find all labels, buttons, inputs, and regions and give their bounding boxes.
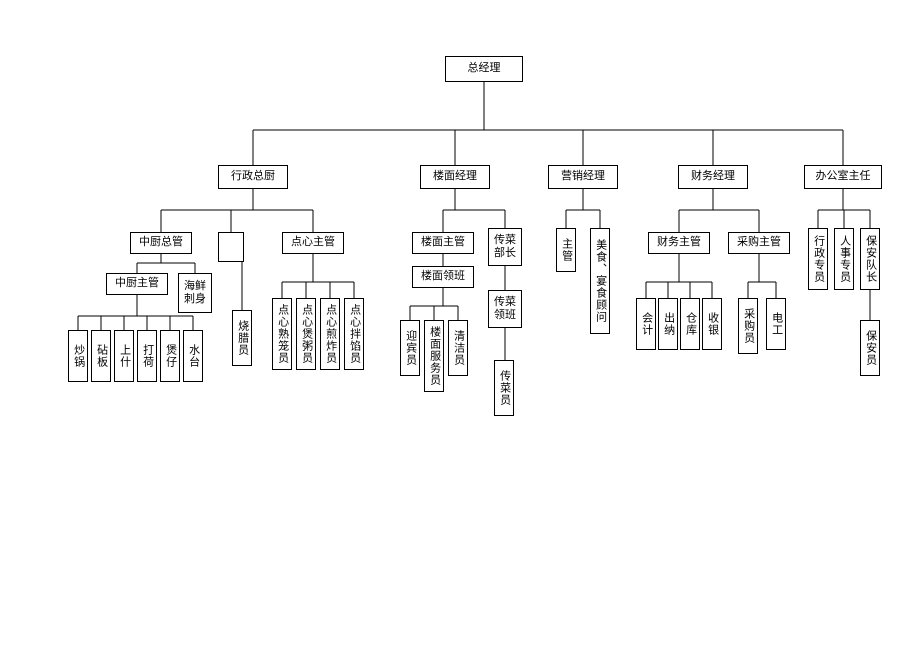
org-node-l3_d2: 点心煲粥员 [296,298,316,370]
org-node-l2_fn1: 财务主管 [648,232,710,254]
org-node-l2_3: 点心主管 [282,232,344,254]
org-node-l3_f1: 楼面领班 [412,266,474,288]
org-node-l4_f1: 迎宾员 [400,320,420,376]
org-node-l3_fn3: 仓库 [680,298,700,350]
org-node-l4_f4: 传菜员 [494,360,514,416]
org-node-l3_o1: 保安员 [860,320,880,376]
org-node-l2_f1: 楼面主管 [412,232,474,254]
org-node-l2_f2: 传菜部长 [488,228,522,266]
org-node-l3_f2: 传菜领班 [488,290,522,328]
org-node-l4_5: 煲仔 [160,330,180,382]
org-node-l2_o2: 人事专员 [834,228,854,290]
org-node-l3_d4: 点心拌馅员 [344,298,364,370]
org-node-l4_6: 水台 [183,330,203,382]
org-node-l2_blank [218,232,244,262]
org-node-l1_4: 财务经理 [678,165,748,189]
org-node-l2_bl: 烧腊员 [232,310,252,366]
org-node-l2_o3: 保安队长 [860,228,880,290]
org-node-l3_1: 中厨主管 [106,273,168,295]
org-node-l3_fn5: 采购员 [738,298,758,354]
org-node-l3_d1: 点心熟笼员 [272,298,292,370]
org-node-l3_d3: 点心煎炸员 [320,298,340,370]
org-node-l3_2: 海鲜刺身 [178,273,212,313]
org-node-l1_2: 楼面经理 [420,165,490,189]
org-node-l4_f2: 楼面服务员 [424,320,444,392]
org-node-l3_fn4: 收银 [702,298,722,350]
org-node-l2_o1: 行政专员 [808,228,828,290]
org-node-l2_m1: 主管 [556,228,576,272]
org-node-l4_2: 砧板 [91,330,111,382]
org-node-l2_m2: 美食、宴食顾问 [590,228,610,334]
org-node-l4_4: 打荷 [137,330,157,382]
org-node-l2_1: 中厨总管 [130,232,192,254]
org-node-l4_3: 上什 [114,330,134,382]
org-node-l3_fn2: 出纳 [658,298,678,350]
org-node-l4_f3: 清洁员 [448,320,468,376]
org-node-l3_fn1: 会计 [636,298,656,350]
org-node-l1_5: 办公室主任 [804,165,882,189]
org-node-l2_fn2: 采购主管 [728,232,790,254]
org-node-l1_1: 行政总厨 [218,165,288,189]
org-node-l1_3: 营销经理 [548,165,618,189]
org-node-l4_1: 炒锅 [68,330,88,382]
org-node-root: 总经理 [445,56,523,82]
org-node-l3_fn6: 电工 [766,298,786,350]
